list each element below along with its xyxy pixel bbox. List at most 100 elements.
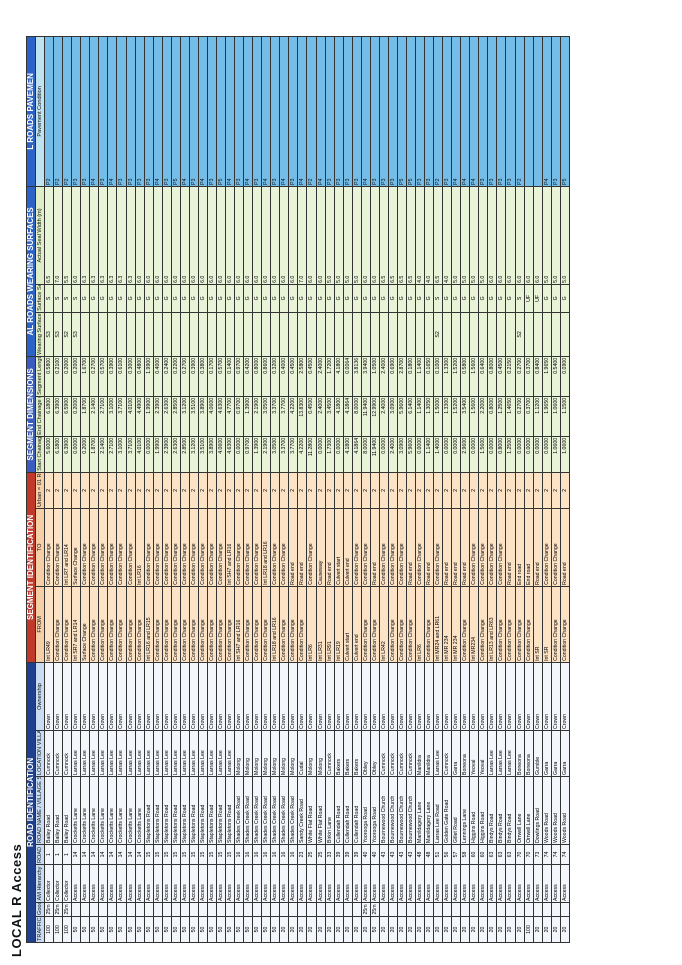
cell-seal-width: 6.3 [98, 186, 108, 285]
column-header: TO [35, 508, 45, 587]
cell-am-hierarchy: Access [551, 864, 561, 903]
column-header: AM Hierarchy [35, 864, 45, 903]
cell-end-chainage: 13.8300 [297, 396, 307, 437]
cell-location: Molong [288, 730, 298, 777]
cell-urban-rural: 2 [89, 472, 99, 509]
cell-to: Condition Change [415, 508, 425, 587]
cell-good-road: 25m [361, 902, 371, 917]
cell-from: Int LR16 and LR15 [144, 586, 154, 663]
cell-road-number: 43 [388, 844, 398, 865]
table-row: 20 25m Access 40 Yoorooga Road Obley Crown Cond… [361, 36, 371, 943]
cell-urban-rural: 2 [487, 472, 497, 509]
cell-start-chainage: 3.3700 [279, 436, 289, 473]
cell-ownership: Crown [560, 662, 570, 731]
cell-to: Culvert end [343, 508, 353, 587]
cell-location: Larras Lee [487, 730, 497, 777]
cell-to: Condition Change [198, 508, 208, 587]
cell-road-number: 25 [306, 844, 316, 865]
cell-to: Road end [505, 508, 516, 587]
cell-pavement-condition: P3 [144, 36, 154, 187]
column-header: Good tlt B Road [35, 902, 45, 917]
cell-good-road [469, 902, 479, 917]
cell-road-number: 51 [433, 844, 443, 865]
cell-road-number: 33 [325, 844, 335, 865]
cell-pavement-condition: P5 [397, 36, 407, 187]
cell-to: Condition Change [542, 508, 552, 587]
cell-seal-width: 6.0 [216, 186, 226, 285]
cell-location: Molong [261, 730, 271, 777]
cell-ownership: Crown [379, 662, 389, 731]
cell-from: Condition Change [198, 586, 208, 663]
cell-road-name: Higgins Road [469, 776, 479, 845]
cell-seal-width: 6.0 [316, 186, 326, 285]
table-row: 20 Access 16 Shades Creek Road Molong Crown Co… [279, 36, 289, 943]
cell-surface-sealed-gravel: G [243, 284, 253, 313]
cell-surface-sealed-gravel: G [487, 284, 497, 313]
cell-road-name: Stapletons Road [189, 776, 199, 845]
cell-segment-length: 0.2700 [515, 356, 525, 397]
cell-surface-sealed-gravel: G [270, 284, 280, 313]
cell-road-name: Crocketts Lane [71, 776, 81, 845]
cell-road-name: Yoorooga Road [361, 776, 371, 845]
cell-good-road [207, 902, 217, 917]
cell-road-number: 40 [361, 844, 371, 865]
cell-location: Molong [306, 730, 316, 777]
table-row: 20 Access 63 Bindys Road Larras Lee Crown Cond… [505, 36, 516, 943]
cell-surface-sealed-gravel: G [542, 284, 552, 313]
cell-surface-sealed-gravel: G [379, 284, 389, 313]
cell-good-road [288, 902, 298, 917]
cell-pavement-condition: P5 [406, 36, 416, 187]
cell-ownership: Crown [361, 662, 371, 731]
cell-ownership: Crown [406, 662, 416, 731]
cell-urban-rural: 2 [171, 472, 181, 509]
cell-location: Yeoval [478, 730, 488, 777]
cell-wearing-surface-condition [180, 312, 190, 357]
cell-wearing-surface-condition [144, 312, 154, 357]
cell-to: Condition Change [126, 508, 136, 587]
cell-surface-sealed-gravel: G [551, 284, 561, 313]
cell-start-chainage: 2.1900 [261, 436, 271, 473]
table-row: 100 25m Collector 1 Bailey Road Cumnock Crown I… [44, 36, 54, 943]
table-row: 20 Access 43 Bournewood Church Cumnock Crown C… [397, 36, 407, 943]
cell-segment-length: 2.5800 [297, 356, 307, 397]
cell-pavement-condition: P3 [234, 36, 244, 187]
cell-urban-rural: 2 [460, 472, 470, 509]
cell-urban-rural: 2 [180, 472, 190, 509]
cell-start-chainage: 4.1864 [352, 436, 362, 473]
cell-good-road [334, 902, 344, 917]
cell-traffic-level: 20 [406, 916, 416, 943]
cell-ownership: Crown [306, 662, 316, 731]
cell-location: Larras Lee [107, 730, 117, 777]
cell-surface-sealed-gravel: G [198, 284, 208, 313]
cell-traffic-level: 50 [98, 916, 108, 943]
column-header: Urban = 01 Rural = 02 [35, 472, 45, 509]
cell-location: Boneona [524, 730, 534, 777]
cell-road-number: 15 [153, 844, 163, 865]
cell-end-chainage: 1.9650 [542, 396, 552, 437]
cell-traffic-level: 20 [533, 916, 543, 943]
table-row: 20 Access 16 Shades Creek Road Molong Crown Co… [288, 36, 298, 943]
cell-end-chainage: 1.5600 [469, 396, 479, 437]
cell-pavement-condition: P3 [379, 36, 389, 187]
table-row: 20 Access 48 Manildagery Lane Manildra Crown I… [415, 36, 425, 943]
cell-seal-width: 6.0 [370, 186, 380, 285]
cell-surface-sealed-gravel: G [180, 284, 190, 313]
cell-traffic-level: 50 [153, 916, 163, 943]
cell-surface-sealed-gravel: UF [533, 284, 543, 313]
cell-seal-width: 6.3 [116, 186, 127, 285]
cell-start-chainage: 2.8500 [180, 436, 190, 473]
cell-end-chainage: 12.9900 [370, 396, 380, 437]
cell-road-name: Stapletons Road [198, 776, 208, 845]
cell-traffic-level: 50 [116, 916, 127, 943]
cell-segment-length: 0.4200 [243, 356, 253, 397]
cell-traffic-level: 20 [478, 916, 488, 943]
cell-am-hierarchy: Access [171, 864, 181, 903]
cell-urban-rural: 2 [98, 472, 108, 509]
cell-ownership: Crown [71, 662, 81, 731]
cell-urban-rural: 2 [406, 472, 416, 509]
cell-end-chainage: 3.4500 [325, 396, 335, 437]
cell-segment-length: 0.2700 [180, 356, 190, 397]
cell-wearing-surface-condition [216, 312, 226, 357]
cell-from: Int MR 234 [451, 586, 461, 663]
cell-to: Condition Change [397, 508, 407, 587]
